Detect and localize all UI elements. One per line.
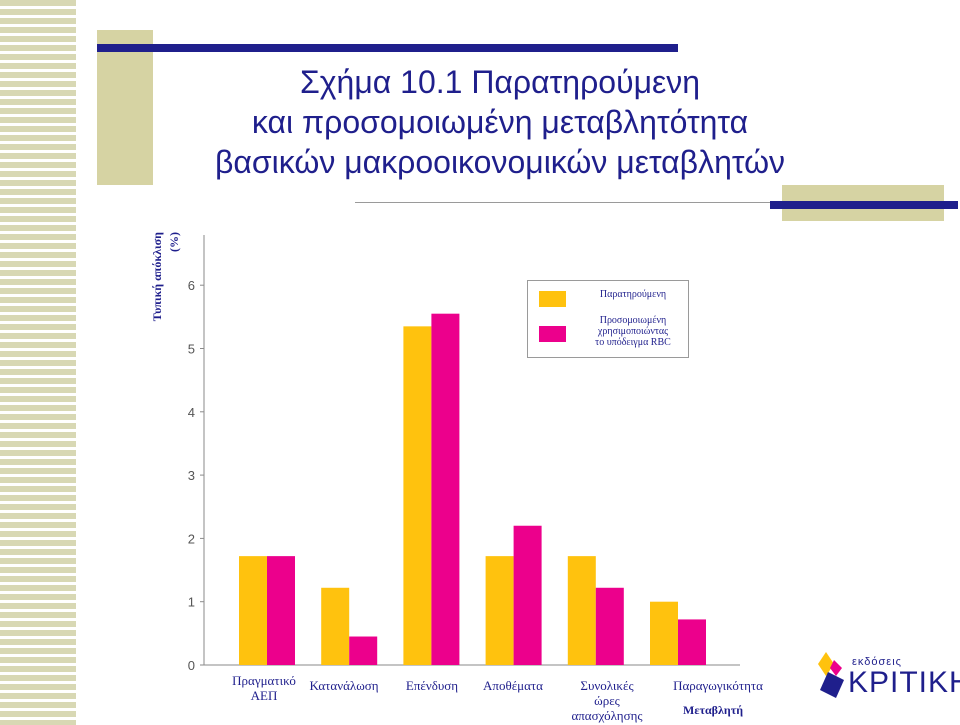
slide-title: Σχήμα 10.1 Παρατηρούμενη και προσομοιωμέ… (200, 62, 800, 182)
bar (595, 587, 624, 665)
publisher-logo-small-text: εκδόσεις (852, 656, 902, 668)
bar (239, 556, 267, 665)
bar (485, 556, 514, 665)
bar (349, 636, 378, 665)
y-tick-label: 2 (188, 531, 195, 546)
x-category-label: Επένδυση (406, 678, 458, 693)
x-category-label: Παραγωγικότητα (673, 678, 763, 693)
x-category-label: Αποθέματα (483, 678, 543, 693)
x-category-label-line: Συνολικές (580, 678, 634, 693)
bar (650, 601, 678, 665)
x-category-label: Κατανάλωση (309, 678, 378, 693)
legend-label-simulated: Προσομοιωμένη χρησιμοποιώντας το υπόδειγ… (578, 315, 688, 348)
legend-label-simulated-line-2: χρησιμοποιώντας (597, 326, 669, 337)
bar (513, 525, 542, 665)
publisher-logo-mark-icon (818, 652, 844, 698)
bar (403, 326, 432, 665)
chart-legend: Παρατηρούμενη Προσομοιωμένη χρησιμοποιών… (527, 280, 689, 358)
left-stripe-decoration (0, 0, 76, 725)
bar (321, 587, 350, 665)
x-category-label: Συνολικές ώρες απασχόλησης (571, 678, 642, 723)
x-category-label-line: Πραγματικό (232, 673, 296, 688)
title-underline (355, 202, 770, 203)
x-category-label-line: Αποθέματα (483, 678, 543, 693)
bar (678, 619, 706, 665)
x-category-label-line: ΑΕΠ (250, 688, 278, 703)
title-line-3: βασικών μακροοικονομικών μεταβλητών (214, 144, 786, 180)
y-tick-label: 6 (188, 278, 195, 293)
x-axis-title: Μεταβλητή (683, 703, 744, 717)
title-line-2: και προσομοιωμένη μεταβλητότητα (251, 104, 749, 140)
x-category-label-line: Κατανάλωση (309, 678, 379, 693)
x-category-label-line: απασχόλησης (571, 708, 643, 723)
y-tick-label: 0 (188, 658, 195, 673)
y-tick-label: 4 (188, 405, 195, 420)
bar (431, 313, 460, 665)
legend-swatch-observed (539, 291, 566, 307)
publisher-logo: εκδόσεις ΚΡΙΤΙΚΗ (814, 648, 960, 708)
navy-bar-right-decoration (770, 201, 958, 209)
publisher-logo-big-text: ΚΡΙΤΙΚΗ (848, 666, 960, 699)
x-category-label-line: Επένδυση (405, 678, 459, 693)
legend-label-simulated-line-3: το υπόδειγμα RBC (595, 337, 671, 348)
navy-bar-decoration (97, 44, 678, 52)
title-line-1: Σχήμα 10.1 Παρατηρούμενη (299, 64, 701, 100)
y-tick-label: 3 (188, 468, 195, 483)
bar (267, 556, 295, 665)
x-category-label-line: Παραγωγικότητα (673, 678, 763, 693)
legend-swatch-simulated (539, 326, 566, 342)
legend-label-simulated-line-1: Προσομοιωμένη (599, 315, 667, 326)
bar (567, 556, 596, 665)
y-tick-label: 1 (188, 595, 195, 610)
olive-block-decoration (97, 30, 153, 185)
y-tick-label: 5 (188, 342, 195, 357)
x-category-label: Πραγματικό ΑΕΠ (232, 673, 296, 703)
x-category-label-line: ώρες (594, 693, 620, 708)
legend-label-observed: Παρατηρούμενη (599, 289, 667, 300)
